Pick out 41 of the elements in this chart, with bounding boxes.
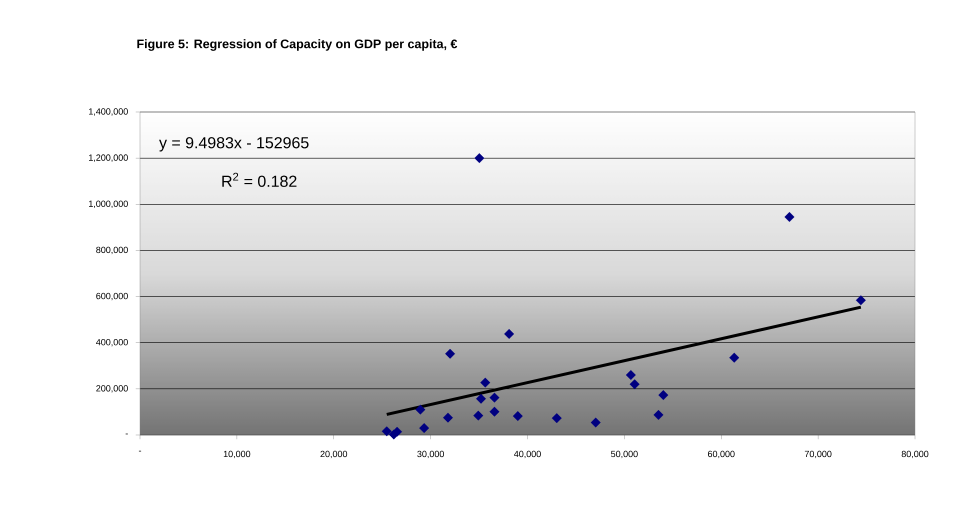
point: [630, 379, 640, 390]
y-tick-label: 400,000: [96, 339, 128, 346]
point: [419, 423, 430, 434]
y-tick-label: 200,000: [96, 385, 128, 393]
x-tick-label: 50,000: [611, 450, 638, 458]
y-tick-label: 800,000: [96, 246, 128, 254]
point: [856, 295, 866, 306]
point: [489, 406, 500, 417]
x-tick-label: -: [138, 450, 142, 452]
point: [445, 348, 456, 359]
point: [382, 426, 392, 436]
point: [476, 394, 486, 404]
x-tick-label: 30,000: [417, 450, 444, 458]
point: [653, 410, 664, 420]
y-tick-label: 1,400,000: [89, 108, 128, 116]
point: [473, 410, 484, 421]
point: [474, 153, 484, 164]
point: [442, 412, 453, 423]
point: [626, 370, 636, 380]
y-tick-label: 1,200,000: [89, 154, 128, 162]
point: [784, 212, 794, 222]
chart-title: Figure 5: Regression of Capacity on GDP per capita, €: [137, 39, 458, 51]
x-tick-label: 80,000: [902, 450, 928, 458]
x-tick-label: 40,000: [514, 450, 541, 458]
x-tick-label: 10,000: [224, 450, 250, 458]
point: [480, 378, 490, 388]
point: [504, 328, 514, 339]
x-tick-label: 70,000: [804, 450, 832, 458]
x-tick-label: 20,000: [320, 450, 348, 458]
point: [489, 392, 500, 403]
x-tick-label: 60,000: [708, 450, 735, 458]
annotation: R$^{2}$ = 0.182: [222, 172, 296, 187]
point: [729, 352, 740, 363]
point: [658, 390, 668, 400]
annotation: y = 9.4983x - 152965: [159, 137, 309, 152]
point: [552, 413, 562, 424]
point: [590, 418, 601, 428]
y-tick-label: 1,000,000: [89, 200, 128, 208]
y-tick-label: 600,000: [96, 292, 128, 300]
point: [415, 404, 426, 415]
point: [512, 411, 523, 422]
